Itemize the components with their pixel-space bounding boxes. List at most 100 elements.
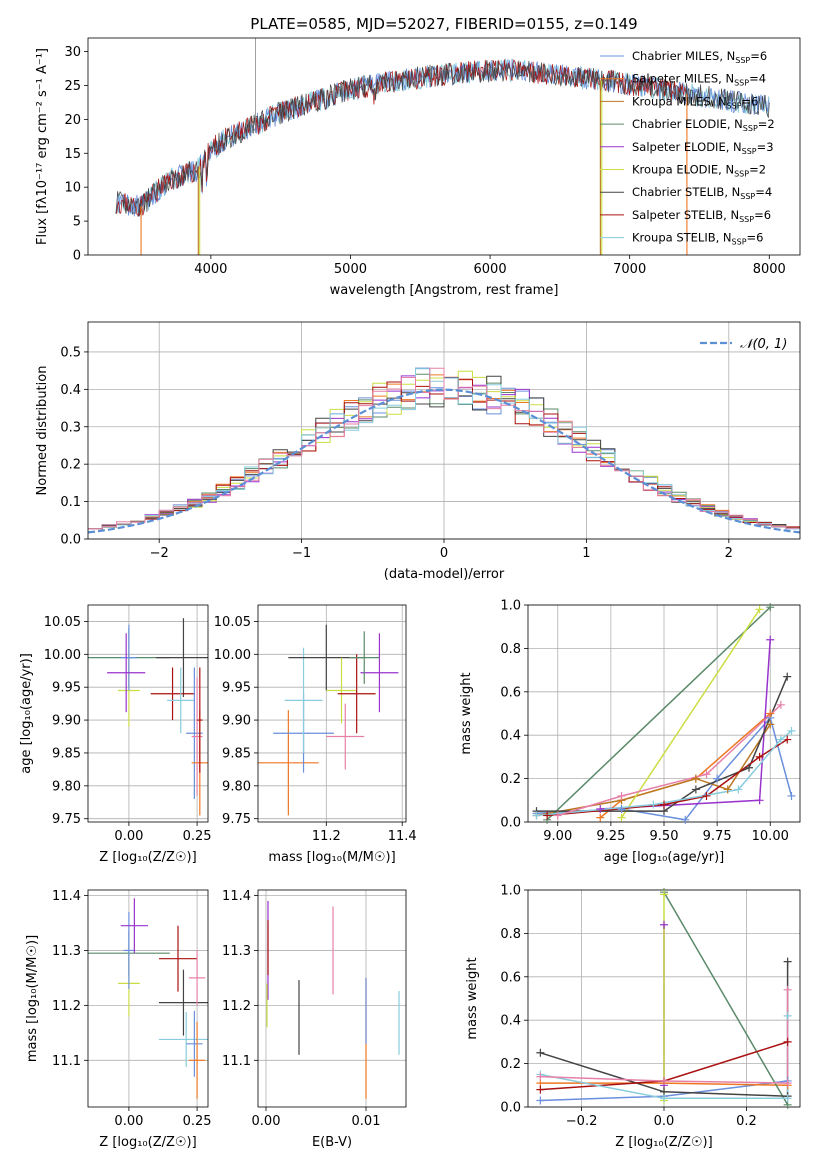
legend-entry: Salpeter MILES, NSSP=4 [632, 72, 766, 88]
axes-frame [87, 604, 209, 823]
weight-series-marker [783, 1079, 792, 1088]
weight-vs-Z-plot: −0.2 0.0 0.2 0.0 0.2 0.4 0.6 0.8 1.0 Z [log₁₀(Z/Z… [465, 884, 801, 1150]
legend-suffix: =3 [757, 140, 774, 154]
weight-series-marker [766, 635, 775, 644]
x-tick-label: 9.75 [703, 829, 732, 844]
weight-series-marker [660, 920, 668, 929]
weight-series-marker [660, 1076, 668, 1085]
y-tick-label: 0.2 [500, 1057, 521, 1072]
legend-subscript: SSP [727, 101, 742, 110]
axes-frame [87, 321, 801, 540]
legend-entry: Salpeter STELIB, NSSP=6 [632, 208, 771, 224]
y-tick-label: 1.0 [500, 884, 521, 899]
y-axis-label: mass weight [459, 672, 474, 754]
x-tick-label: 11.4 [388, 829, 417, 844]
mass-vs-Z-plot: 0.00 0.25 11.1 11.2 11.3 11.4 Z [log₁₀(Z/Z☉)] m… [25, 889, 212, 1150]
plot-area [115, 38, 770, 255]
y-tick-label: 11.3 [222, 944, 251, 959]
x-tick-label: 0.00 [252, 1114, 281, 1129]
x-axis-label: Z [log₁₀(Z/Z☉)] [99, 1135, 196, 1150]
x-tick-label: 0.00 [114, 1114, 143, 1129]
x-tick-label: −0.2 [566, 1114, 598, 1129]
y-tick-label: 0.8 [500, 642, 521, 657]
weight-series-marker [783, 985, 792, 994]
weight-series-marker [783, 672, 792, 681]
y-tick-label: 9.80 [52, 779, 81, 794]
weight-series-marker [617, 791, 626, 800]
x-axis-label: Z [log₁₀(Z/Z☉)] [99, 850, 196, 865]
residuals-plot: −2 −1 0 1 2 0.0 0.1 0.2 0.3 0.4 0.5 (data-model)/er… [35, 321, 801, 582]
weight-series-marker [783, 1094, 792, 1103]
weight-series-marker [755, 796, 764, 805]
legend-subscript: SSP [742, 147, 757, 156]
grid [528, 604, 800, 823]
weight-series-marker [536, 1072, 545, 1081]
weight-series-marker [755, 752, 764, 761]
legend-suffix: =4 [755, 185, 772, 199]
y-tick-label: 0.4 [60, 383, 81, 398]
y-tick-label: 0 [73, 249, 81, 264]
x-tick-label: 8000 [753, 262, 786, 277]
x-axis-label: (data-model)/error [384, 567, 505, 582]
legend-subscript: SSP [740, 192, 755, 201]
weight-series-marker [543, 811, 552, 820]
y-tick-label: 10 [64, 181, 81, 196]
weight-series-line [600, 639, 771, 810]
weight-series-marker [536, 1048, 545, 1057]
grid [258, 605, 406, 822]
y-tick-label: 9.85 [222, 746, 251, 761]
y-tick-label: 9.95 [52, 681, 81, 696]
y-tick-label: 11.1 [52, 1054, 81, 1069]
weight-vs-age-plot: 9.00 9.25 9.50 9.75 10.00 0.0 0.2 0.4 0.6 0.8 1.0 a… [459, 599, 801, 865]
x-tick-label: 2 [725, 546, 733, 561]
legend-suffix: =6 [750, 49, 767, 63]
y-tick-label: 30 [64, 45, 81, 60]
x-tick-label: 1 [582, 546, 590, 561]
normal-curve [88, 388, 800, 534]
y-tick-label: 11.2 [52, 999, 81, 1014]
legend-entry: 𝒩(0, 1) [740, 337, 787, 352]
legend-subscript: SSP [732, 238, 747, 247]
y-tick-label: 0.0 [500, 1101, 521, 1116]
weight-series-marker [766, 720, 775, 729]
y-tick-label: 10.00 [44, 648, 81, 663]
weight-series-marker [776, 735, 785, 744]
weight-series-line [540, 989, 789, 1084]
x-axis-label: age [log₁₀(age/yr)] [604, 850, 725, 865]
spectrum-line [115, 60, 770, 217]
spectrum-line [115, 59, 686, 217]
y-axis-label: mass weight [465, 957, 480, 1039]
histogram-series [88, 378, 800, 530]
legend-subscript: SSP [735, 56, 750, 65]
x-tick-label: 9.50 [650, 829, 679, 844]
age-vs-mass-plot: 11.2 11.4 9.75 9.80 9.85 9.90 9.95 10.00 10.05 ma… [214, 604, 417, 865]
y-tick-label: 10.05 [44, 615, 81, 630]
legend-suffix: =2 [749, 163, 766, 177]
spectrum-legend: Chabrier MILES, NSSP=6 Salpeter MILES, NS… [600, 49, 775, 247]
weight-series-marker [660, 890, 668, 899]
legend-subscript: SSP [739, 215, 754, 224]
weight-series-line [663, 891, 789, 1106]
grid [88, 605, 208, 822]
axes-frame [257, 604, 407, 823]
axes-frame [257, 889, 407, 1108]
y-axis-label: mass [log₁₀(M/M☉)] [25, 935, 40, 1062]
plot-area [88, 367, 800, 534]
x-tick-label: 0.01 [352, 1114, 381, 1129]
age-vs-Z-plot: 0.00 0.25 9.75 9.80 9.85 9.90 9.95 10.00 10.05 Z … [19, 604, 212, 865]
weight-series-line [557, 704, 782, 817]
weight-series-marker [702, 770, 711, 779]
weight-series-marker [783, 1011, 792, 1020]
weight-series-marker [532, 811, 541, 820]
y-tick-label: 10.05 [214, 615, 251, 630]
y-tick-label: 9.75 [222, 812, 251, 827]
y-tick-label: 0.6 [500, 970, 521, 985]
y-tick-label: 20 [64, 113, 81, 128]
y-tick-label: 25 [64, 79, 81, 94]
weight-series-marker [776, 700, 785, 709]
weight-series-marker [783, 1037, 792, 1046]
weight-series-marker [713, 774, 722, 783]
weight-series-line [599, 712, 771, 819]
y-tick-label: 9.75 [52, 812, 81, 827]
